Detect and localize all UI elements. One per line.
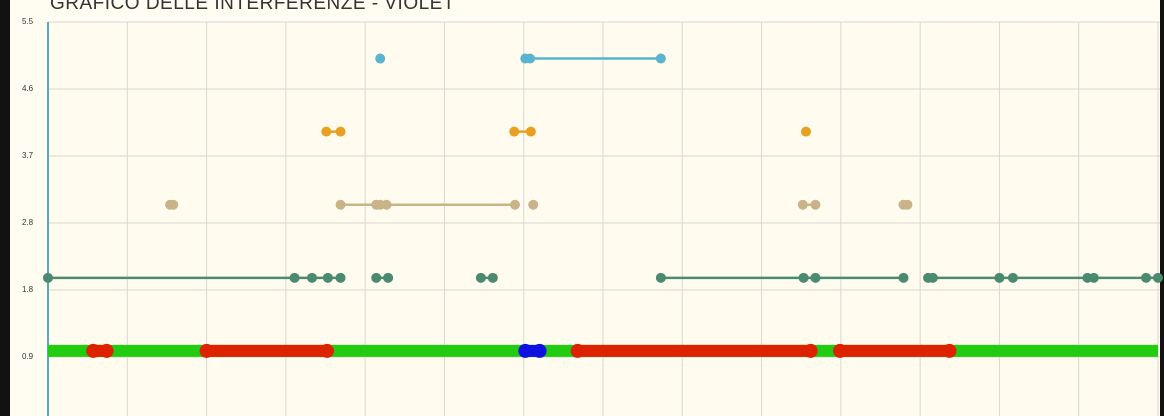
data-point xyxy=(86,343,101,358)
data-point xyxy=(375,53,386,64)
data-point xyxy=(335,126,346,137)
data-point xyxy=(99,343,114,358)
data-point xyxy=(289,272,300,283)
data-point xyxy=(381,199,392,210)
y-tick-label: 0.9 xyxy=(22,352,34,361)
data-point xyxy=(487,272,498,283)
data-point xyxy=(509,199,520,210)
chart-title: GRAFICO DELLE INTERFERENZE - VIOLET xyxy=(50,0,455,14)
data-point xyxy=(833,343,848,358)
data-point xyxy=(528,199,539,210)
data-point xyxy=(525,53,536,64)
data-point xyxy=(994,272,1005,283)
data-point xyxy=(810,199,821,210)
data-point xyxy=(43,272,53,283)
data-point xyxy=(475,272,486,283)
data-point xyxy=(902,199,913,210)
data-point xyxy=(509,126,520,137)
data-point xyxy=(1007,272,1018,283)
data-point xyxy=(335,199,346,210)
data-point xyxy=(942,343,957,358)
data-point xyxy=(199,343,214,358)
data-point xyxy=(532,343,547,358)
data-point xyxy=(797,199,808,210)
data-point xyxy=(320,343,335,358)
data-point xyxy=(321,126,332,137)
data-point xyxy=(810,272,821,283)
data-point xyxy=(383,272,394,283)
data-point xyxy=(371,272,382,283)
data-point xyxy=(525,126,536,137)
y-tick-label: 2.8 xyxy=(22,218,34,227)
data-point xyxy=(307,272,318,283)
data-point xyxy=(1153,272,1163,283)
data-point xyxy=(927,272,938,283)
data-point xyxy=(518,343,533,358)
y-tick-label: 4.6 xyxy=(22,84,34,93)
data-point xyxy=(803,343,818,358)
data-point xyxy=(1141,272,1152,283)
y-tick-label: 3.7 xyxy=(22,151,34,160)
y-tick-label: 5.5 xyxy=(22,17,34,26)
data-point xyxy=(570,343,585,358)
data-point xyxy=(898,272,909,283)
data-point xyxy=(655,53,666,64)
data-point xyxy=(322,272,333,283)
data-point xyxy=(1088,272,1099,283)
data-point xyxy=(335,272,346,283)
y-tick-label: 1.8 xyxy=(22,285,34,294)
data-point xyxy=(655,272,666,283)
data-point xyxy=(168,199,179,210)
data-point xyxy=(798,272,809,283)
data-point xyxy=(800,126,811,137)
